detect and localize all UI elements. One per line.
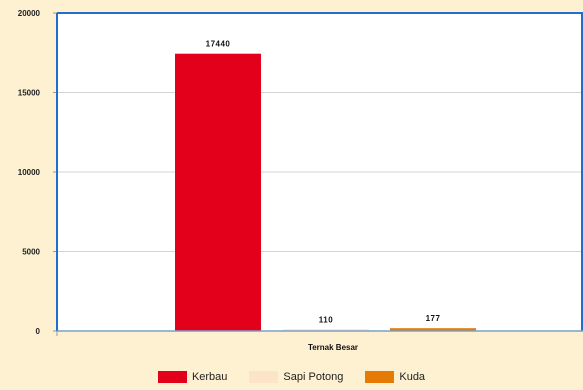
legend: Kerbau Sapi Potong Kuda [0,368,583,385]
y-tick-label: 0 [36,327,41,336]
y-tick-label: 5000 [22,248,40,257]
x-category-label: Ternak Besar [308,343,358,352]
data-label: 110 [319,315,333,324]
legend-item-sapi-potong: Sapi Potong [249,370,344,383]
legend-label-sapi-potong: Sapi Potong [283,370,344,383]
y-tick-label: 10000 [18,168,41,177]
legend-swatch-sapi-potong [249,370,279,383]
legend-item-kuda: Kuda [365,370,426,383]
data-label: 177 [426,314,441,323]
legend-swatch-kerbau [157,370,187,383]
bar-kerbau [175,53,261,331]
bar-kuda [390,328,476,331]
legend-swatch-kuda [365,370,395,383]
legend-label-kerbau: Kerbau [191,370,228,383]
y-tick-label: 20000 [18,9,41,18]
legend-label-kuda: Kuda [399,370,426,383]
data-label: 17440 [206,40,231,49]
y-tick-label: 15000 [18,89,41,98]
legend-item-kerbau: Kerbau [157,370,228,383]
bar-sapi-potong [283,329,369,331]
